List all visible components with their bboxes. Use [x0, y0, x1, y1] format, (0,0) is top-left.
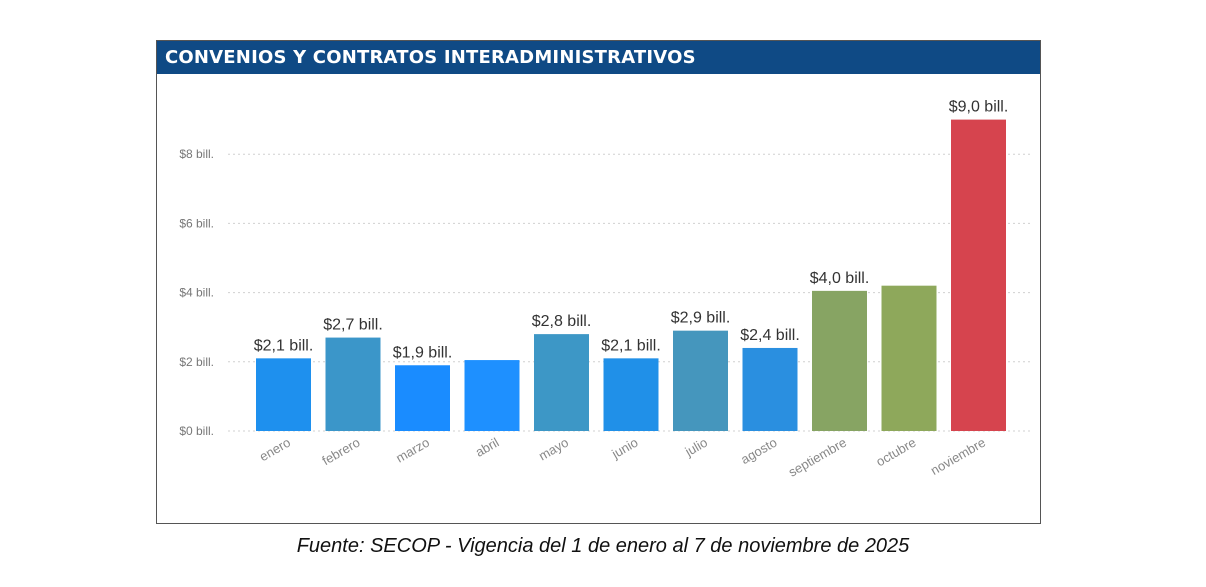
x-tick-label: agosto [738, 435, 779, 468]
bar-junio [603, 358, 659, 431]
bar-julio [673, 330, 728, 431]
data-label: $1,9 bill. [393, 344, 453, 361]
x-tick-label: junio [608, 435, 640, 462]
y-tick-label: $0 bill. [179, 424, 214, 438]
bar-septiembre [812, 290, 867, 431]
y-tick-label: $6 bill. [179, 216, 214, 230]
data-label: $2,8 bill. [532, 313, 592, 330]
bar-mayo [534, 334, 589, 431]
source-caption: Fuente: SECOP - Vigencia del 1 de enero … [296, 535, 910, 557]
x-tick-label: marzo [393, 435, 432, 466]
y-tick-label: $2 bill. [179, 355, 214, 369]
y-tick-label: $4 bill. [179, 286, 214, 300]
bar-agosto [742, 347, 798, 431]
data-label: $2,4 bill. [740, 327, 800, 344]
chart-panel: CONVENIOS Y CONTRATOS INTERADMINISTRATIV… [156, 40, 1041, 524]
bar-noviembre [951, 119, 1006, 431]
data-label: $2,1 bill. [601, 337, 661, 354]
x-tick-label: septiembre [786, 435, 849, 480]
data-label: $9,0 bill. [949, 99, 1009, 116]
bar-abril [464, 360, 520, 431]
data-label: $2,9 bill. [671, 310, 731, 327]
x-tick-label: enero [257, 435, 293, 465]
data-label: $2,7 bill. [323, 317, 383, 334]
bar-marzo [395, 365, 450, 431]
x-tick-label: noviembre [928, 435, 988, 478]
data-label: $4,0 bill. [810, 270, 870, 287]
data-label: $2,1 bill. [254, 337, 314, 354]
bar-febrero [325, 337, 381, 431]
chart-title: CONVENIOS Y CONTRATOS INTERADMINISTRATIV… [157, 41, 1040, 74]
x-tick-label: julio [682, 435, 710, 460]
x-tick-label: octubre [873, 435, 918, 470]
bar-enero [256, 358, 311, 431]
x-tick-label: abril [473, 435, 502, 460]
x-tick-label: febrero [319, 435, 362, 469]
bar-octubre [881, 285, 937, 431]
y-tick-label: $8 bill. [179, 147, 214, 161]
x-tick-label: mayo [536, 435, 571, 464]
